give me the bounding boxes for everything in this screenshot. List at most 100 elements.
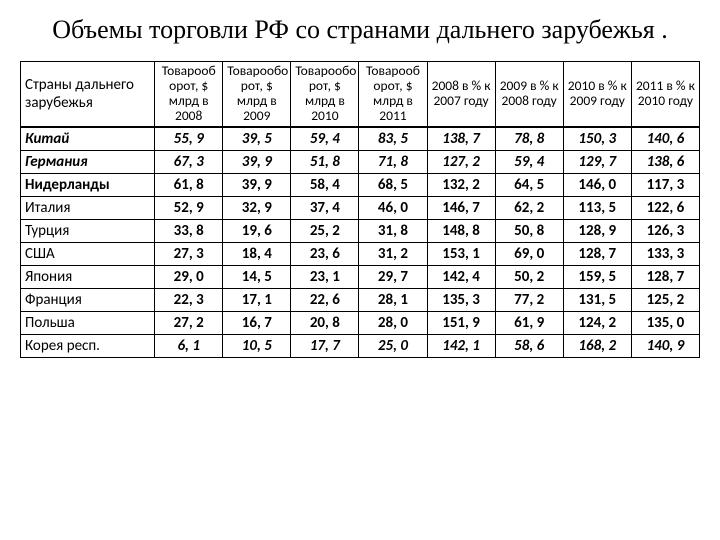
cell-value: 78, 8 [495, 127, 563, 151]
cell-value: 135, 0 [631, 311, 699, 334]
cell-value: 128, 9 [563, 219, 631, 242]
cell-value: 33, 8 [155, 219, 223, 242]
col-pct-2008: 2008 в % к 2007 году [427, 62, 495, 127]
cell-value: 122, 6 [631, 196, 699, 219]
cell-value: 142, 4 [427, 265, 495, 288]
col-country: Страны дальнего зарубежья [21, 62, 155, 127]
cell-value: 6, 1 [155, 334, 223, 357]
cell-value: 32, 9 [223, 196, 291, 219]
cell-value: 138, 6 [631, 150, 699, 173]
cell-value: 29, 0 [155, 265, 223, 288]
col-pct-2011: 2011 в % к 2010 году [631, 62, 699, 127]
cell-value: 22, 3 [155, 288, 223, 311]
table-row: Корея респ.6, 110, 517, 725, 0142, 158, … [21, 334, 700, 357]
cell-value: 168, 2 [563, 334, 631, 357]
cell-value: 64, 5 [495, 173, 563, 196]
cell-country: Япония [21, 265, 155, 288]
cell-value: 151, 9 [427, 311, 495, 334]
cell-value: 50, 2 [495, 265, 563, 288]
cell-value: 153, 1 [427, 242, 495, 265]
cell-value: 131, 5 [563, 288, 631, 311]
cell-value: 18, 4 [223, 242, 291, 265]
cell-country: Корея респ. [21, 334, 155, 357]
table-row: Франция22, 317, 122, 628, 1135, 377, 213… [21, 288, 700, 311]
table-row: Италия52, 932, 937, 446, 0146, 762, 2113… [21, 196, 700, 219]
cell-value: 39, 9 [223, 173, 291, 196]
cell-value: 142, 1 [427, 334, 495, 357]
cell-value: 69, 0 [495, 242, 563, 265]
col-pct-2010: 2010 в % к 2009 году [563, 62, 631, 127]
cell-value: 159, 5 [563, 265, 631, 288]
cell-value: 77, 2 [495, 288, 563, 311]
cell-country: США [21, 242, 155, 265]
cell-value: 23, 1 [291, 265, 359, 288]
cell-value: 16, 7 [223, 311, 291, 334]
cell-value: 83, 5 [359, 127, 427, 151]
cell-value: 28, 1 [359, 288, 427, 311]
cell-value: 132, 2 [427, 173, 495, 196]
cell-value: 10, 5 [223, 334, 291, 357]
cell-value: 126, 3 [631, 219, 699, 242]
cell-value: 125, 2 [631, 288, 699, 311]
cell-value: 128, 7 [563, 242, 631, 265]
cell-value: 127, 2 [427, 150, 495, 173]
cell-country: Италия [21, 196, 155, 219]
cell-value: 113, 5 [563, 196, 631, 219]
col-2011: Товарооб орот, $ млрд в 2011 [359, 62, 427, 127]
table-row: Турция33, 819, 625, 231, 8148, 850, 8128… [21, 219, 700, 242]
cell-value: 58, 4 [291, 173, 359, 196]
cell-value: 62, 2 [495, 196, 563, 219]
cell-value: 140, 9 [631, 334, 699, 357]
table-row: Китай55, 939, 559, 483, 5138, 778, 8150,… [21, 127, 700, 151]
col-pct-2009: 2009 в % к 2008 году [495, 62, 563, 127]
cell-value: 140, 6 [631, 127, 699, 151]
cell-value: 128, 7 [631, 265, 699, 288]
cell-value: 31, 8 [359, 219, 427, 242]
cell-value: 150, 3 [563, 127, 631, 151]
table-row: США27, 318, 423, 631, 2153, 169, 0128, 7… [21, 242, 700, 265]
table-row: Япония29, 014, 523, 129, 7142, 450, 2159… [21, 265, 700, 288]
cell-value: 59, 4 [495, 150, 563, 173]
cell-value: 71, 8 [359, 150, 427, 173]
cell-value: 17, 1 [223, 288, 291, 311]
cell-value: 37, 4 [291, 196, 359, 219]
cell-value: 25, 2 [291, 219, 359, 242]
cell-value: 138, 7 [427, 127, 495, 151]
table-row: Польша27, 216, 720, 828, 0151, 961, 9124… [21, 311, 700, 334]
cell-value: 25, 0 [359, 334, 427, 357]
cell-value: 29, 7 [359, 265, 427, 288]
cell-value: 31, 2 [359, 242, 427, 265]
table-header-row: Страны дальнего зарубежья Товарооб орот,… [21, 62, 700, 127]
cell-value: 46, 0 [359, 196, 427, 219]
cell-value: 39, 5 [223, 127, 291, 151]
col-2009: Товарообо рот, $ млрд в 2009 [223, 62, 291, 127]
cell-value: 117, 3 [631, 173, 699, 196]
page-title: Объемы торговли РФ со странами дальнего … [0, 0, 720, 55]
table-row: Германия67, 339, 951, 871, 8127, 259, 41… [21, 150, 700, 173]
cell-country: Германия [21, 150, 155, 173]
cell-value: 133, 3 [631, 242, 699, 265]
cell-value: 23, 6 [291, 242, 359, 265]
table-row: Нидерланды61, 839, 958, 468, 5132, 264, … [21, 173, 700, 196]
col-2008: Товарооб орот, $ млрд в 2008 [155, 62, 223, 127]
cell-value: 148, 8 [427, 219, 495, 242]
cell-value: 58, 6 [495, 334, 563, 357]
cell-value: 61, 8 [155, 173, 223, 196]
cell-country: Франция [21, 288, 155, 311]
cell-value: 59, 4 [291, 127, 359, 151]
cell-value: 67, 3 [155, 150, 223, 173]
cell-value: 68, 5 [359, 173, 427, 196]
cell-country: Китай [21, 127, 155, 151]
cell-value: 27, 2 [155, 311, 223, 334]
cell-country: Турция [21, 219, 155, 242]
cell-value: 50, 8 [495, 219, 563, 242]
cell-value: 27, 3 [155, 242, 223, 265]
cell-country: Польша [21, 311, 155, 334]
trade-table: Страны дальнего зарубежья Товарооб орот,… [20, 61, 700, 357]
cell-value: 39, 9 [223, 150, 291, 173]
cell-value: 20, 8 [291, 311, 359, 334]
cell-value: 22, 6 [291, 288, 359, 311]
cell-value: 14, 5 [223, 265, 291, 288]
cell-country: Нидерланды [21, 173, 155, 196]
cell-value: 129, 7 [563, 150, 631, 173]
